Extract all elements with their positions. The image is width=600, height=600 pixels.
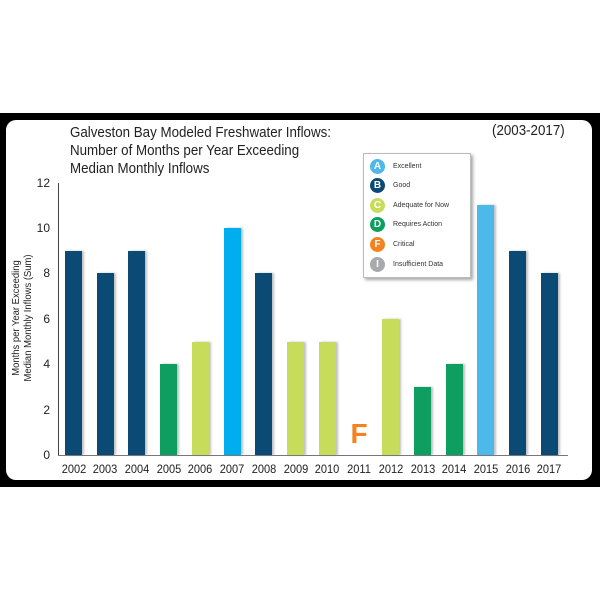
title-line-3: Median Monthly Inflows <box>70 161 210 177</box>
bar-2008 <box>255 273 273 455</box>
grade-badge-icon: F <box>370 236 385 252</box>
legend-item: B Good <box>370 178 410 194</box>
x-tick-label: 2013 <box>410 462 435 476</box>
grade-badge-icon: B <box>370 178 385 194</box>
x-tick-label: 2005 <box>156 462 181 476</box>
y-axis <box>58 183 59 456</box>
legend-item: I Insufficient Data <box>370 256 443 272</box>
x-axis <box>58 455 568 456</box>
x-tick-label: 2002 <box>61 462 86 476</box>
y-tick-label: 2 <box>43 402 50 417</box>
bar-2002 <box>65 250 82 455</box>
x-tick-label: 2004 <box>124 462 150 476</box>
legend-item: C Adequate for Now <box>370 197 449 213</box>
grade-badge-icon: I <box>370 256 385 272</box>
bar-2015 <box>477 205 495 455</box>
bar-2010 <box>318 341 336 455</box>
legend-label: Insufficient Data <box>393 260 444 268</box>
y-tick-label: 0 <box>43 448 50 462</box>
title-line-1: Galveston Bay Modeled Freshwater Inflows… <box>70 125 331 141</box>
bar-2012 <box>382 318 400 455</box>
y-tick-label: 6 <box>43 311 50 326</box>
x-tick-label: 2006 <box>188 462 213 476</box>
critical-grade-marker: F <box>350 418 368 449</box>
legend: A Excellent B Good C Adequate for Now D Require… <box>363 153 471 278</box>
x-tick-label: 2015 <box>473 462 499 476</box>
title-line-2: Number of Months per Year Exceeding <box>70 143 300 159</box>
x-tick-label: 2012 <box>378 462 404 476</box>
x-tick-label: 2010 <box>315 462 340 476</box>
y-tick-label: 8 <box>43 266 50 281</box>
chart-subtitle: (2003-2017) <box>492 123 565 139</box>
legend-label: Excellent <box>393 162 422 170</box>
grade-badge-icon: A <box>370 158 385 174</box>
grade-badge-icon: C <box>370 197 385 213</box>
legend-item: D Requires Action <box>370 217 442 233</box>
legend-item: F Critical <box>370 236 414 252</box>
chart-title: Galveston Bay Modeled Freshwater Inflows… <box>70 124 331 178</box>
x-tick-label: 2009 <box>283 462 308 476</box>
y-tick-label: 12 <box>36 175 50 190</box>
bar-2016 <box>509 250 527 455</box>
legend-label: Adequate for Now <box>393 201 450 209</box>
y-tick-label: 4 <box>43 357 50 372</box>
bar-2017 <box>540 273 558 455</box>
legend-label: Requires Action <box>393 221 443 229</box>
y-label-line-1: Months per Year Exceeding <box>10 260 22 376</box>
grade-badge-icon: D <box>370 217 385 233</box>
x-tick-label: 2016 <box>505 462 530 476</box>
bar-2014 <box>445 364 463 455</box>
bar-2013 <box>414 386 432 455</box>
x-tick-label: 2017 <box>537 462 562 476</box>
x-tick-label: 2008 <box>251 462 277 476</box>
legend-item: A Excellent <box>370 158 421 174</box>
x-tick-label: 2007 <box>219 462 245 476</box>
bar-2006 <box>191 341 209 455</box>
bar-2003 <box>96 273 114 455</box>
x-tick-label: 2014 <box>441 462 467 476</box>
bar-2007 <box>223 228 241 455</box>
bar-2004 <box>128 250 146 455</box>
y-tick-label: 10 <box>36 221 50 235</box>
legend-label: Critical <box>393 240 415 248</box>
bar-2005 <box>160 364 178 455</box>
bar-2009 <box>287 341 305 455</box>
legend-label: Good <box>393 182 411 190</box>
x-tick-label: 2003 <box>92 462 118 476</box>
x-tick-label: 2011 <box>347 462 371 476</box>
